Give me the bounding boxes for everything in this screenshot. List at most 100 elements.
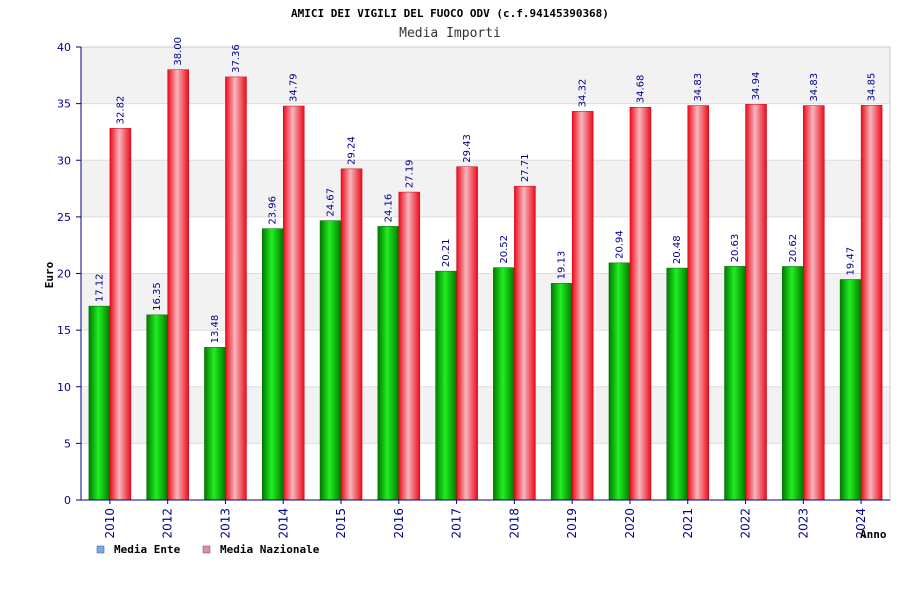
grid-band <box>81 330 890 387</box>
y-axis: 0 5 10 15 20 25 30 35 40 <box>57 41 82 507</box>
data-label-ente: 23.96 <box>268 196 279 225</box>
grid-band <box>81 443 890 500</box>
x-axis-title: Anno <box>860 528 887 541</box>
data-label-ente: 19.47 <box>846 247 857 276</box>
bar-ente <box>88 305 111 501</box>
y-tick-label: 25 <box>57 211 71 224</box>
data-label-ente: 24.67 <box>326 188 337 217</box>
bar-ente <box>377 226 400 501</box>
data-label-nazionale: 34.85 <box>867 73 878 102</box>
x-tick-label: 2019 <box>565 508 579 539</box>
bar-nazionale <box>398 191 421 501</box>
bar-nazionale <box>803 105 825 501</box>
data-label-ente: 20.63 <box>730 234 741 263</box>
x-tick-label: 2023 <box>796 508 810 539</box>
legend: Media Ente Media Nazionale <box>96 543 320 556</box>
data-label-nazionale: 34.32 <box>578 79 589 108</box>
bar-nazionale <box>283 105 305 501</box>
data-label-ente: 20.48 <box>672 235 683 264</box>
legend-swatch-nazionale <box>202 545 211 554</box>
bar-ente <box>146 314 168 501</box>
x-tick-label: 2021 <box>681 508 695 539</box>
data-label-ente: 20.52 <box>499 235 510 264</box>
x-tick-label: 2014 <box>276 508 290 539</box>
x-tick-label: 2015 <box>334 508 348 539</box>
data-label-nazionale: 34.79 <box>289 73 300 102</box>
y-tick-label: 0 <box>64 494 71 507</box>
bar-ente <box>493 267 515 501</box>
bar-nazionale <box>514 185 536 501</box>
bar-nazionale <box>340 168 363 501</box>
data-label-nazionale: 27.71 <box>520 154 531 183</box>
data-label-nazionale: 37.36 <box>231 44 242 73</box>
bar-ente <box>782 266 804 501</box>
y-tick-label: 15 <box>57 324 71 337</box>
bar-nazionale <box>745 104 767 501</box>
data-label-ente: 17.12 <box>94 273 105 302</box>
bar-ente <box>435 270 457 501</box>
x-tick-label: 2010 <box>103 508 117 539</box>
grid-band <box>81 216 890 274</box>
data-label-ente: 20.21 <box>441 238 452 267</box>
y-axis-title: Euro <box>43 261 56 288</box>
x-tick-label: 2022 <box>739 508 753 539</box>
grid-band <box>81 47 890 104</box>
data-label-ente: 19.13 <box>557 251 568 280</box>
bar-nazionale <box>860 105 883 501</box>
bar-ente <box>839 279 862 501</box>
bar-nazionale <box>687 105 709 501</box>
bar-nazionale <box>456 166 478 501</box>
bar-nazionale <box>167 69 189 501</box>
bar-ente <box>204 347 226 501</box>
x-tick-label: 2018 <box>507 508 521 539</box>
x-tick-label: 2016 <box>392 508 406 539</box>
data-label-nazionale: 29.43 <box>462 134 473 163</box>
legend-label-nazionale: Media Nazionale <box>220 543 320 556</box>
x-tick-label: 2020 <box>623 508 637 539</box>
bar-ente <box>319 220 342 501</box>
bar-nazionale <box>629 106 652 501</box>
data-label-nazionale: 27.19 <box>404 159 415 188</box>
data-label-ente: 13.48 <box>210 315 221 344</box>
plot-area <box>80 46 891 501</box>
x-tick-label: 2013 <box>218 508 232 539</box>
data-label-nazionale: 34.83 <box>693 73 704 102</box>
x-tick-label: 2024 <box>854 508 868 539</box>
y-tick-label: 35 <box>57 98 71 111</box>
data-label-nazionale: 38.00 <box>173 37 184 66</box>
bar-nazionale <box>225 76 247 501</box>
bar-nazionale <box>571 111 594 501</box>
data-label-nazionale: 32.82 <box>115 96 126 125</box>
x-axis: 2010 2012 2013 2014 2015 2016 2017 2018 2019 2020… <box>81 499 890 539</box>
data-label-nazionale: 34.94 <box>751 72 762 101</box>
grid-band <box>81 386 890 444</box>
data-label-ente: 24.16 <box>383 194 394 223</box>
legend-label-ente: Media Ente <box>114 543 181 556</box>
data-label-ente: 20.94 <box>614 230 625 259</box>
data-label-nazionale: 34.68 <box>635 75 646 104</box>
data-labels: 17.12 32.82 16.35 38.00 13.48 37.36 23.96 34.79… <box>94 37 877 343</box>
bar-ente <box>724 266 746 501</box>
data-label-ente: 20.62 <box>788 234 799 263</box>
grid-band <box>81 160 890 217</box>
grid-band <box>81 273 890 331</box>
data-label-nazionale: 34.83 <box>809 73 820 102</box>
chart-subtitle: Media Importi <box>399 26 501 41</box>
y-tick-label: 30 <box>57 154 71 167</box>
x-tick-label: 2017 <box>450 508 464 539</box>
y-tick-label: 40 <box>57 41 71 54</box>
bar-nazionale <box>109 128 132 501</box>
grid-band <box>81 103 890 161</box>
y-tick-label: 20 <box>57 268 71 281</box>
bar-ente <box>262 228 284 501</box>
bar-ente <box>550 283 573 501</box>
legend-swatch-ente <box>96 545 105 554</box>
y-tick-label: 10 <box>57 381 71 394</box>
data-label-ente: 16.35 <box>152 282 163 311</box>
bars <box>88 69 883 501</box>
data-label-nazionale: 29.24 <box>347 136 358 165</box>
chart-title: AMICI DEI VIGILI DEL FUOCO ODV (c.f.9414… <box>291 7 609 20</box>
bar-ente <box>608 262 631 501</box>
x-tick-label: 2012 <box>161 508 175 539</box>
